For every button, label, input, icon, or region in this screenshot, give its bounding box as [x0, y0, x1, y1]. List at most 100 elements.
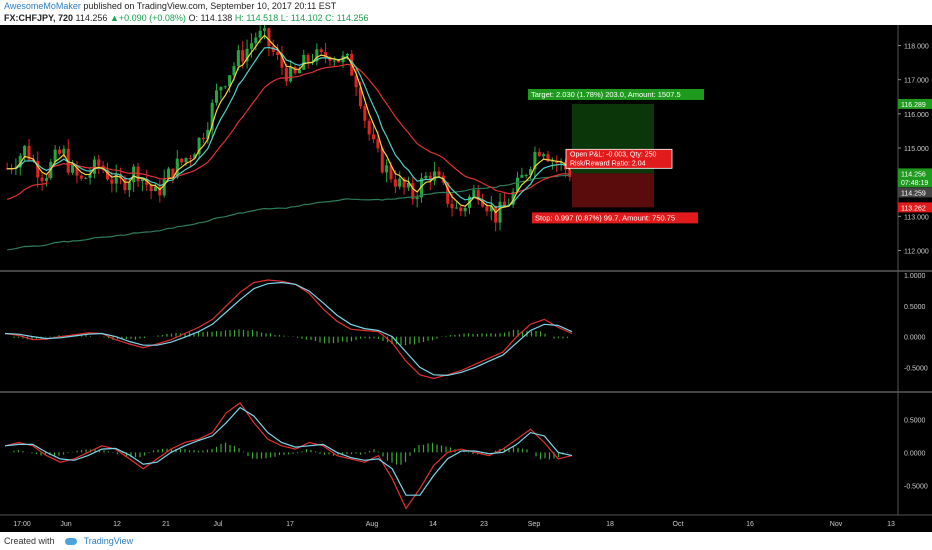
candle-body [110, 179, 114, 184]
stop-zone [572, 173, 654, 208]
candle-body [262, 28, 267, 31]
chart-svg[interactable]: 118.000117.000116.000115.000114.000113.0… [0, 21, 932, 532]
candle-body [502, 201, 506, 206]
candle-body [62, 148, 66, 154]
candle-body [345, 53, 349, 56]
x-tick-label: Sep [528, 521, 541, 528]
candle-body [276, 51, 280, 55]
price-axis-badge [898, 168, 932, 179]
candle-body [193, 154, 197, 159]
x-tick-label: Nov [830, 521, 843, 528]
osc-tick-label: -0.5000 [904, 483, 928, 490]
candle-body [92, 159, 96, 174]
open-value: O: 114.138 [188, 13, 233, 23]
long-moving-average-line [7, 174, 570, 251]
candle-body [267, 28, 271, 47]
candle-body [88, 173, 92, 178]
symbol-interval[interactable]: FX:CHFJPY, 720 [4, 13, 74, 23]
y-tick-label: 116.000 [904, 112, 929, 119]
x-tick-label: 23 [480, 521, 488, 528]
price-axis-badge-text: 113.262 [901, 205, 926, 212]
price-axis-badge-text: 114.256 [901, 171, 926, 178]
tradingview-brand-link[interactable]: TradingView [83, 536, 134, 546]
candle-body [415, 197, 419, 200]
candle-body [498, 201, 502, 223]
candle-body [406, 182, 410, 188]
fast-moving-average-line [7, 34, 571, 214]
x-tick-label: Jun [60, 521, 71, 528]
candle-body [215, 90, 219, 103]
candle-body [324, 52, 328, 58]
price-axis-badge [898, 177, 932, 188]
last-price: 114.256 [75, 13, 108, 23]
candle-body [411, 182, 415, 200]
x-tick-label: Jul [214, 521, 223, 528]
candle-body [184, 157, 188, 163]
candle-body [284, 67, 288, 82]
candle-body [219, 87, 223, 91]
price-axis-badge-text: 116.289 [901, 102, 926, 109]
y-tick-label: 117.000 [904, 78, 929, 85]
candle-body [84, 177, 88, 179]
candle-body [393, 179, 397, 187]
candle-body [372, 134, 376, 140]
candle-body [389, 165, 393, 180]
candle-body [44, 178, 48, 181]
candle-body [354, 75, 358, 88]
y-tick-label: 113.000 [904, 214, 929, 221]
target-label-box [528, 88, 704, 100]
candle-body [550, 160, 554, 162]
candle-body [306, 54, 310, 62]
oscillator-signal-line [4, 406, 573, 496]
candle-body [380, 148, 384, 173]
candle-body [428, 175, 432, 181]
x-tick-label: 12 [113, 521, 121, 528]
footer: Created with TradingView [0, 532, 932, 550]
candle-body [289, 66, 293, 82]
candle-body [36, 161, 40, 178]
candle-body [450, 203, 454, 209]
candle-body [236, 50, 240, 67]
candle-body [297, 69, 301, 74]
candle-body [515, 177, 520, 192]
x-tick-label: 14 [429, 521, 437, 528]
chart-area[interactable]: 118.000117.000116.000115.000114.000113.0… [0, 21, 932, 532]
candle-body [363, 106, 367, 121]
candle-body [332, 60, 336, 62]
target-label: Target: 2.030 (1.78%) 203.0, Amount: 150… [531, 90, 681, 99]
candle-body [140, 178, 144, 182]
candle-body [542, 154, 546, 157]
candle-body [376, 139, 380, 149]
candle-body [105, 170, 110, 180]
candle-body [27, 145, 31, 160]
candle-body [18, 155, 22, 168]
risk-reward-label: Risk/Reward Ratio: 2.04 [570, 160, 646, 167]
candle-body [188, 157, 192, 159]
x-tick-label: 16 [746, 521, 754, 528]
candle-body [358, 87, 362, 107]
candle-body [232, 66, 236, 76]
x-tick-label: 17:00 [13, 521, 31, 528]
candle-body [520, 175, 524, 178]
pnl-label: Open P&L: -0.003, Qty: 250 [570, 151, 656, 158]
candle-body [315, 49, 319, 62]
x-tick-label: 21 [162, 521, 170, 528]
candle-body [53, 149, 57, 162]
candle-body [149, 184, 153, 192]
candle-body [433, 171, 437, 181]
candle-body [97, 159, 101, 166]
macd-tick-label: -0.5000 [904, 365, 928, 372]
symbol-info-bar: FX:CHFJPY, 720 114.256 ▲+0.090 (+0.08%) … [0, 12, 932, 25]
candle-body [132, 166, 136, 183]
candle-body [79, 175, 83, 179]
author-link[interactable]: AwesomeMoMaker [4, 1, 81, 11]
macd-line [4, 279, 573, 380]
candle-body [23, 145, 27, 156]
candle-body [463, 207, 467, 212]
x-tick-label: 17 [286, 521, 294, 528]
candle-body [476, 189, 480, 201]
candle-body [568, 169, 572, 177]
macd-tick-label: 1.0000 [904, 273, 926, 280]
candle-body [459, 207, 463, 212]
candle-body [537, 151, 541, 157]
